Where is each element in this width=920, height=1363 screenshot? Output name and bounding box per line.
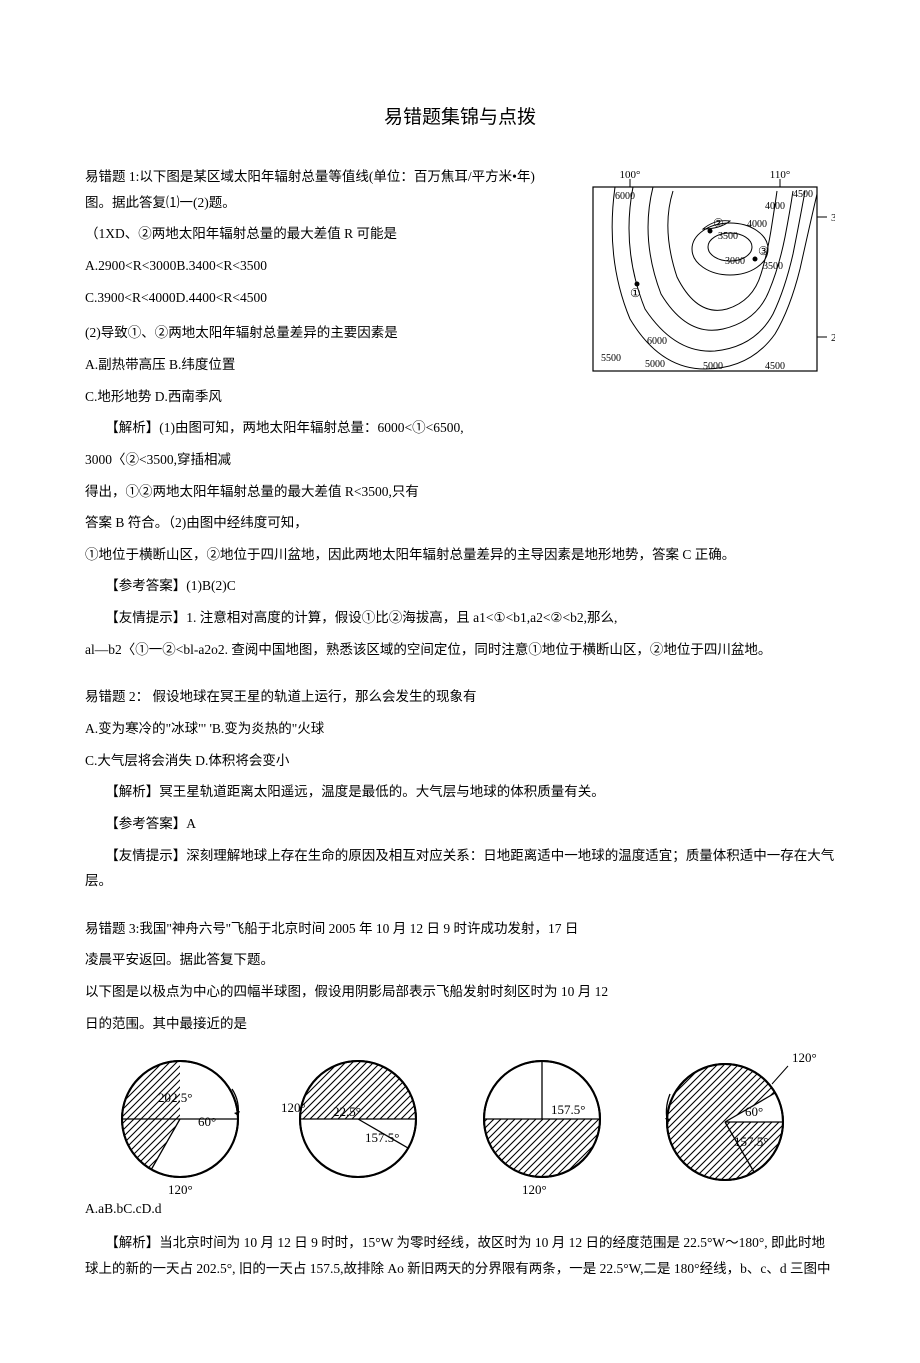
question-2: 易错题 2： 假设地球在冥王星的轨道上运行，那么会发生的现象有 A.变为寒冷的"… [85,684,835,893]
question-3: 易错题 3:我国"神舟六号''飞船于北京时间 2005 年 10 月 12 日 … [85,916,835,1281]
q3-diagrams: 202.5° 60° 120° 120° 22.5° 157.5° [85,1044,835,1194]
q1-map: 100° 110° 32° 26° ① ② ③ 6000 5500 [575,169,835,398]
svg-text:157.5°: 157.5° [734,1134,768,1149]
diagram-b: 120° 22.5° 157.5° [273,1044,443,1194]
svg-text:22.5°: 22.5° [333,1104,361,1119]
q1-analysis5: ①地位于横断山区，②地位于四川盆地，因此两地太阳年辐射总量差异的主导因素是地形地… [85,542,835,568]
lon-left: 100° [620,169,641,181]
diagram-c: 120° 157.5° [457,1044,627,1194]
question-1: 100° 110° 32° 26° ① ② ③ 6000 5500 [85,164,835,662]
q2-answer: 【参考答案】A [85,811,835,837]
svg-text:4000: 4000 [747,219,767,230]
svg-text:6000: 6000 [647,336,667,347]
q3-stem2: 凌晨平安返回。据此答复下题。 [85,947,835,973]
q2-optA: A.变为寒冷的"冰球"' 'B.变为炎热的"火球 [85,716,835,742]
svg-text:120°: 120° [168,1182,193,1194]
svg-text:3500: 3500 [718,231,738,242]
lon-right: 110° [770,169,791,181]
svg-text:②: ② [713,216,724,230]
lat-top: 32° [831,212,835,224]
svg-text:5000: 5000 [645,359,665,370]
svg-text:60°: 60° [745,1104,763,1119]
page-title: 易错题集锦与点拨 [85,100,835,136]
q3-analysis: 【解析】当北京时间为 10 月 12 日 9 时时，15°W 为零时经线，故区时… [85,1230,835,1281]
svg-text:4500: 4500 [765,361,785,372]
svg-text:①: ① [630,286,641,300]
q2-optB: C.大气层将会消失 D.体积将会变小 [85,748,835,774]
svg-text:4500: 4500 [793,189,813,200]
svg-text:3500: 3500 [763,261,783,272]
q1-analysis4: 答案 B 符合。（2)由图中经纬度可知， [85,510,835,536]
svg-text:60°: 60° [198,1114,216,1129]
svg-text:4000: 4000 [765,201,785,212]
q3-stem4: 日的范围。其中最接近的是 [85,1011,835,1037]
q1-answer: 【参考答案】(1)B(2)C [85,573,835,599]
svg-text:120°: 120° [792,1050,817,1065]
q2-tip: 【友情提示】深刻理解地球上存在生命的原因及相互对应关系：日地距离适中一地球的温度… [85,843,835,894]
q3-opts: A.aB.bC.cD.d [85,1196,835,1222]
q1-analysis2: 3000〈②<3500,穿插相减 [85,447,835,473]
q1-tip2: al—b2〈①一②<bl-a2o2. 查阅中国地图，熟悉该区域的空间定位，同时注… [85,637,835,663]
svg-text:③: ③ [758,244,769,258]
diagram-d: 120° 60° 157.5° [640,1044,830,1194]
q1-analysis1: 【解析】(1)由图可知，两地太阳年辐射总量：6000<①<6500, [85,415,835,441]
q1-analysis3: 得出，①②两地太阳年辐射总量的最大差值 R<3500,只有 [85,479,835,505]
svg-text:5000: 5000 [703,361,723,372]
svg-text:5500: 5500 [601,353,621,364]
diagram-a: 202.5° 60° 120° [90,1044,260,1194]
q3-stem3: 以下图是以极点为中心的四幅半球图，假设用阴影局部表示飞船发射时刻区时为 10 月… [85,979,835,1005]
svg-text:157.5°: 157.5° [551,1102,585,1117]
lat-bot: 26° [831,332,835,344]
svg-text:3000: 3000 [725,256,745,267]
q2-analysis: 【解析】冥王星轨道距离太阳遥远，温度是最低的。大气层与地球的体积质量有关。 [85,779,835,805]
svg-text:157.5°: 157.5° [365,1130,399,1145]
svg-text:6000: 6000 [615,191,635,202]
svg-text:202.5°: 202.5° [158,1090,192,1105]
q2-stem: 易错题 2： 假设地球在冥王星的轨道上运行，那么会发生的现象有 [85,684,835,710]
svg-text:120°: 120° [522,1182,547,1194]
q3-stem1: 易错题 3:我国"神舟六号''飞船于北京时间 2005 年 10 月 12 日 … [85,916,835,942]
svg-text:120°: 120° [281,1100,306,1115]
q1-tip1: 【友情提示】1. 注意相对高度的计算，假设①比②海拔高，且 a1<①<b1,a2… [85,605,835,631]
